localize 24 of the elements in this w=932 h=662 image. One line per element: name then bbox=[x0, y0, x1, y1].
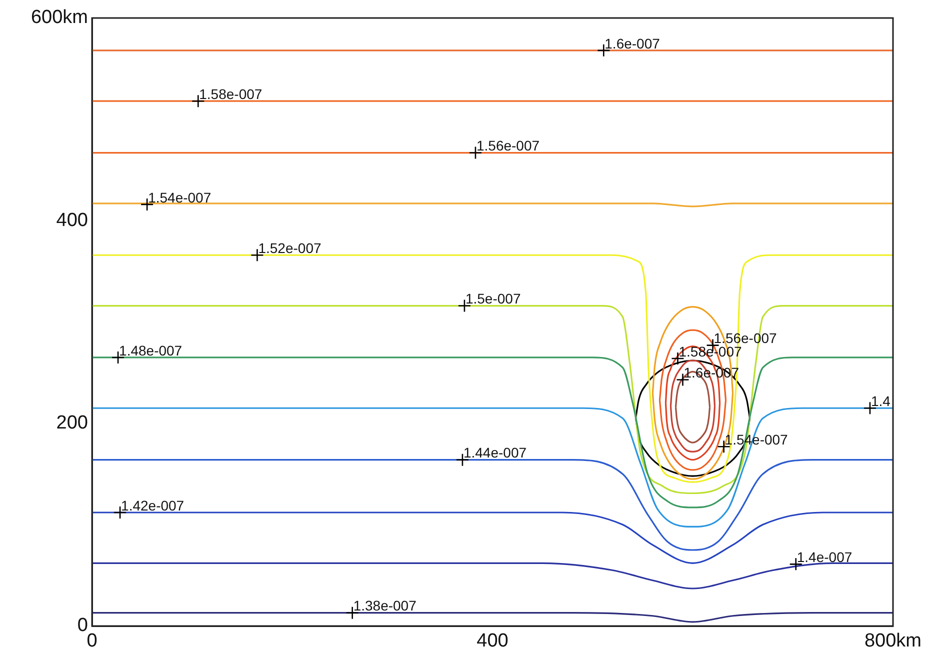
line-series bbox=[92, 562, 893, 590]
y-tick-label: 600km bbox=[30, 7, 88, 28]
y-tick-label: 0 bbox=[77, 615, 88, 636]
line-series bbox=[92, 254, 893, 483]
line-series bbox=[92, 459, 893, 551]
annotation: 1.4 bbox=[870, 392, 891, 409]
annotation: 1.48e-007 bbox=[119, 342, 182, 358]
annotation: 1.58e-007 bbox=[199, 86, 262, 102]
x-tick-label: 800km bbox=[864, 630, 922, 652]
annotation: 1.52e-007 bbox=[258, 240, 322, 256]
annotation: 1.56e-007 bbox=[476, 138, 540, 154]
line-series bbox=[92, 407, 893, 528]
annotation: 1.38e-007 bbox=[353, 598, 417, 614]
line-series bbox=[92, 304, 893, 494]
annotation: 1.44e-007 bbox=[463, 444, 527, 461]
y-tick-label: 200 bbox=[56, 412, 88, 434]
annotation: 1.6e-007 bbox=[604, 35, 660, 52]
annotation: 1.4e-007 bbox=[796, 549, 852, 566]
x-tick-label: 400 bbox=[476, 630, 508, 652]
annotation: 1.42e-007 bbox=[121, 497, 184, 514]
line-series bbox=[92, 512, 893, 564]
annotation: 1.5e-007 bbox=[465, 290, 521, 307]
annotation: 1.54e-007 bbox=[148, 189, 212, 206]
y-tick-label: 400 bbox=[56, 210, 88, 231]
